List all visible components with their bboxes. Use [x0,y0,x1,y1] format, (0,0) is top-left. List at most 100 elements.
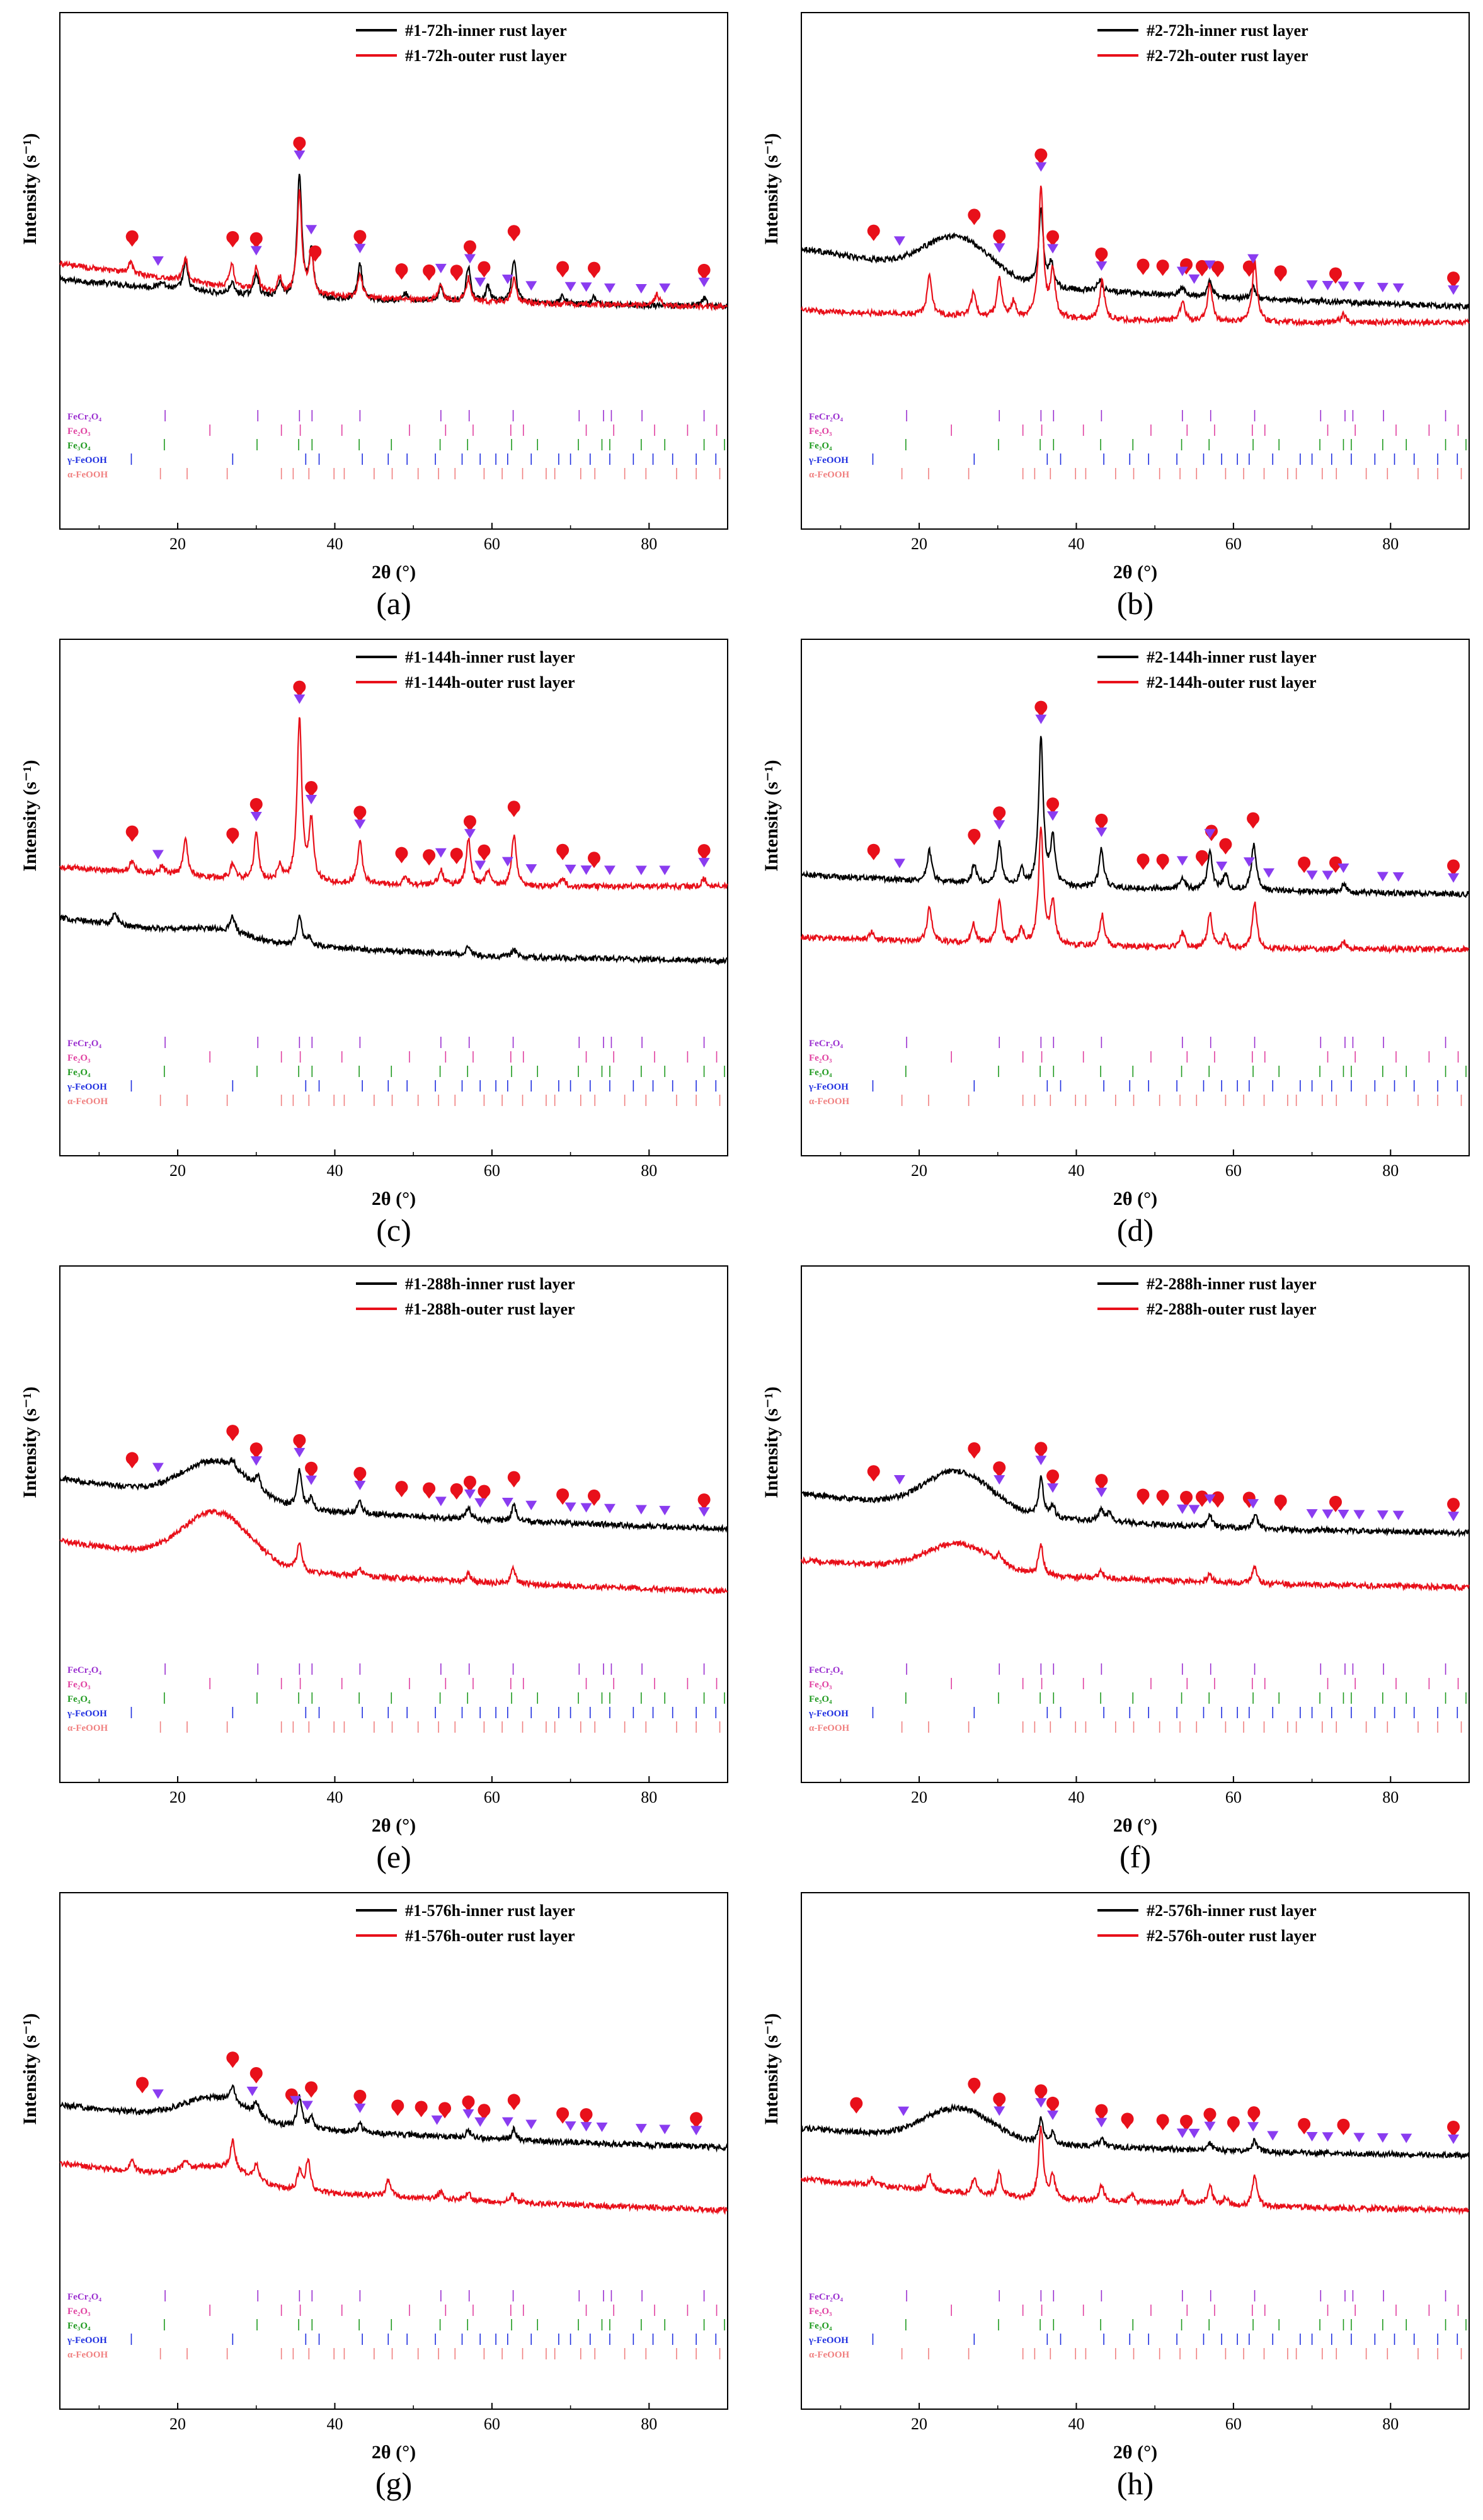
triangle-marker [1188,274,1200,284]
circle-marker [395,847,408,864]
circle-marker [507,1471,520,1488]
circle-marker [249,797,263,814]
ref-phase-label-1: FeCr₂O₄ [809,1039,843,1049]
circle-marker [968,828,981,845]
triangle-marker [152,2089,164,2099]
circle-marker [395,1481,408,1498]
x-tick-label: 60 [1225,535,1242,553]
triangle-marker [1337,281,1349,291]
x-tick-label: 40 [326,535,343,553]
ref-phase-label-5: α-FeOOH [809,2350,850,2360]
triangle-marker [1377,1510,1389,1520]
xrd-chart-5: 20 40 60 80 2θ (°) Intensity (s⁻¹) (e) #1-288h-… [20,1265,728,1874]
plot-frame [801,639,1470,1156]
triangle-marker [1353,2133,1365,2143]
circle-marker [1337,2118,1350,2135]
triangle-marker [354,244,366,254]
ref-phase-label-4: γ-FeOOH [808,1082,849,1092]
triangle-marker [354,2103,366,2113]
ref-phase-label-2: Fe₂O₃ [67,2306,91,2317]
circle-marker [1298,856,1311,873]
triangle-marker [354,1481,366,1491]
legend-label-1: #2-144h-inner rust layer [1147,648,1317,666]
circle-marker [1156,2114,1169,2131]
triangle-marker [635,283,647,294]
circle-marker [867,1465,880,1482]
triangle-marker [1176,856,1188,866]
series-line-1 [59,1457,728,1533]
triangle-marker [1047,811,1059,821]
legend-label-1: #1-288h-inner rust layer [405,1275,575,1293]
circle-marker [1447,1498,1460,1515]
circle-marker [968,208,981,225]
ref-phase-label-2: Fe₂O₃ [67,426,91,436]
triangle-marker [1448,873,1460,883]
triangle-marker [1448,1512,1460,1522]
ref-phase-label-2: Fe₂O₃ [809,2306,832,2317]
ref-phase-label-1: FeCr₂O₄ [809,2292,843,2302]
circle-marker [226,1425,239,1442]
triangle-marker [1247,2122,1259,2132]
x-axis-label: 2θ (°) [1113,562,1157,583]
x-tick-label: 20 [911,1788,927,1806]
triangle-marker [1035,162,1047,172]
legend-label-2: #1-288h-outer rust layer [405,1300,575,1318]
triangle-marker [1322,2132,1334,2142]
triangle-marker [893,236,905,246]
triangle-marker [152,850,164,860]
ref-phase-label-3: Fe₃O₄ [67,1068,91,1078]
triangle-marker [1337,1510,1349,1520]
ref-phase-label-1: FeCr₂O₄ [67,1039,101,1049]
xrd-chart-3: 20 40 60 80 2θ (°) Intensity (s⁻¹) (c) #1-144h-… [20,639,728,1248]
circle-marker [1156,853,1169,870]
triangle-marker [604,283,616,294]
triangle-marker [1247,254,1259,264]
circle-marker [353,1467,367,1484]
circle-marker [1298,2118,1311,2135]
triangle-marker [1096,261,1108,271]
circle-marker [1196,1490,1208,1507]
x-tick-label: 80 [641,1788,657,1806]
circle-marker [697,263,711,280]
x-tick-label: 80 [641,2415,657,2433]
ref-phase-label-5: α-FeOOH [809,1097,850,1107]
triangle-marker [635,865,647,875]
xrd-chart-1: 20 40 60 80 2θ (°) Intensity (s⁻¹) (a) #1-72h-i… [20,12,728,621]
ref-phase-label-4: γ-FeOOH [808,1709,849,1719]
x-tick-label: 40 [1068,2415,1084,2433]
triangle-marker [1047,2110,1059,2120]
ref-phase-label-2: Fe₂O₃ [809,1680,832,1690]
ref-phase-label-4: γ-FeOOH [67,1709,107,1719]
plot-frame [801,1265,1470,1783]
triangle-marker [580,282,592,292]
ref-phase-label-5: α-FeOOH [67,1723,108,1733]
triangle-marker [152,256,164,266]
circle-marker [463,1475,476,1492]
triangle-marker [501,857,513,867]
xrd-chart-7: 20 40 60 80 2θ (°) Intensity (s⁻¹) (g) #1-576h-… [20,1892,728,2501]
circle-marker [450,848,463,865]
circle-marker [1156,1490,1169,1507]
triangle-marker [564,2121,576,2131]
x-tick-label: 80 [1382,1788,1399,1806]
ref-phase-label-3: Fe₃O₄ [67,441,91,451]
circle-marker [1274,1495,1287,1512]
series-line-1 [801,1468,1470,1538]
circle-marker [125,825,139,842]
legend-label-1: #2-576h-inner rust layer [1147,1901,1317,1920]
triangle-marker [1392,283,1404,294]
legend-label-1: #1-72h-inner rust layer [405,21,567,40]
x-tick-label: 60 [1225,1161,1242,1180]
ref-phase-label-1: FeCr₂O₄ [67,1665,101,1675]
circle-marker [1046,2096,1060,2113]
circle-marker [556,2107,570,2124]
circle-marker [1329,267,1342,284]
x-tick-label: 40 [326,1788,343,1806]
plot-frame [59,639,728,1156]
triangle-marker [301,2101,313,2111]
triangle-marker [501,1498,513,1508]
circle-marker [1046,230,1060,247]
circle-marker [1137,853,1150,870]
circle-marker [588,1489,600,1506]
triangle-marker [435,1497,447,1507]
